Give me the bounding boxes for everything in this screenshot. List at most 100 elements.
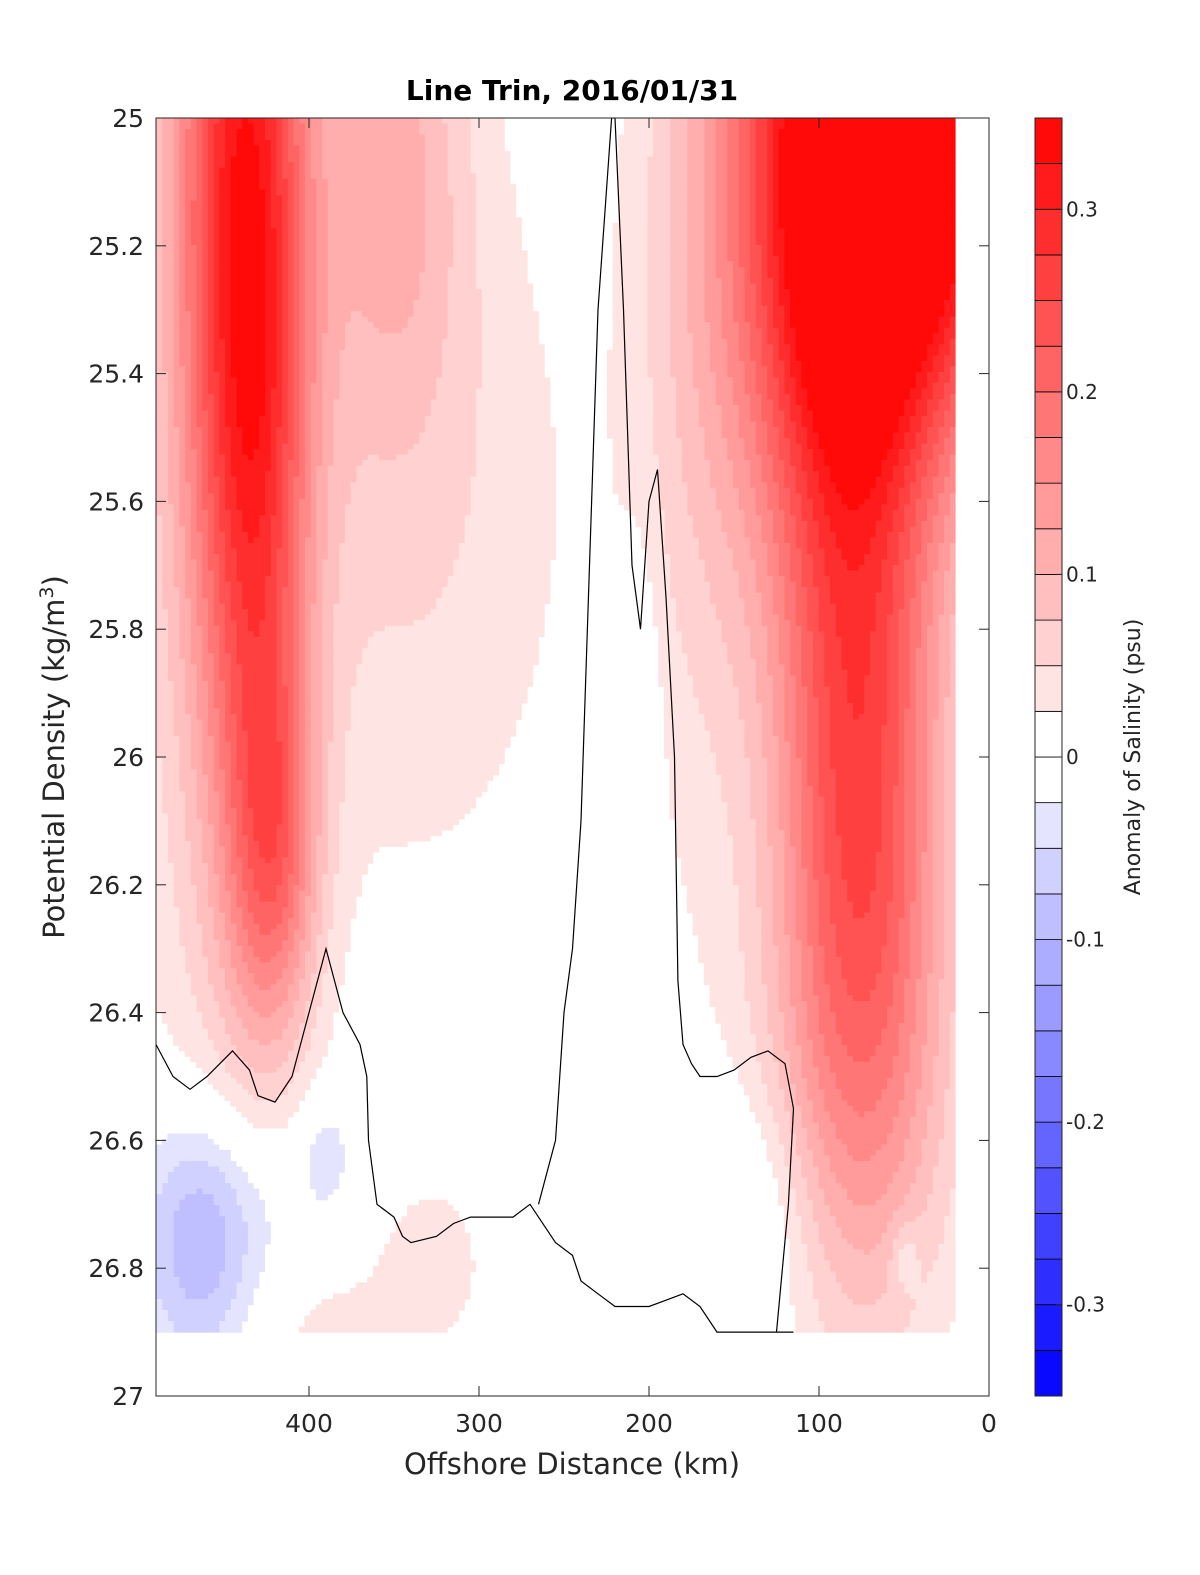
contour-cell bbox=[224, 416, 237, 423]
contour-cell bbox=[675, 614, 716, 621]
contour-cell bbox=[167, 813, 186, 820]
contour-cell bbox=[835, 769, 882, 776]
contour-cell bbox=[915, 438, 928, 445]
contour-cell bbox=[178, 327, 191, 334]
contour-cell bbox=[241, 791, 248, 798]
contour-cell bbox=[156, 520, 163, 527]
contour-cell bbox=[475, 460, 557, 467]
contour-cell bbox=[281, 244, 288, 252]
contour-cell bbox=[218, 813, 226, 820]
contour-cell bbox=[840, 647, 870, 654]
contour-cell bbox=[213, 449, 220, 456]
contour-cell bbox=[338, 592, 442, 599]
contour-cell bbox=[224, 620, 237, 627]
contour-cell bbox=[721, 785, 751, 792]
contour-cell bbox=[230, 542, 271, 550]
contour-cell bbox=[218, 393, 226, 401]
contour-cell bbox=[304, 167, 311, 174]
contour-cell bbox=[184, 393, 191, 401]
contour-cell bbox=[766, 228, 773, 235]
contour-cell bbox=[920, 581, 933, 588]
contour-cell bbox=[304, 691, 311, 699]
contour-cell bbox=[932, 515, 945, 522]
contour-cell bbox=[806, 620, 819, 627]
contour-cell bbox=[703, 244, 716, 252]
contour-cell bbox=[218, 206, 231, 213]
contour-cell bbox=[926, 515, 933, 522]
contour-cell bbox=[338, 559, 454, 566]
contour-cell bbox=[789, 404, 802, 412]
contour-cell bbox=[304, 620, 311, 627]
contour-cell bbox=[749, 267, 762, 274]
contour-cell bbox=[897, 669, 910, 676]
contour-cell bbox=[469, 487, 557, 494]
contour-cell bbox=[235, 752, 248, 759]
contour-cell bbox=[292, 636, 300, 643]
contour-cell bbox=[903, 515, 916, 522]
contour-cell bbox=[795, 487, 808, 494]
contour-cell bbox=[721, 631, 751, 638]
contour-cell bbox=[612, 255, 648, 263]
contour-cell bbox=[778, 625, 791, 632]
contour-cell bbox=[270, 393, 283, 401]
contour-cell bbox=[298, 609, 305, 616]
contour-cell bbox=[915, 460, 928, 467]
contour-cell bbox=[783, 322, 791, 329]
contour-cell bbox=[264, 267, 277, 274]
contour-cell bbox=[224, 802, 231, 809]
contour-cell bbox=[195, 680, 208, 688]
contour-cell bbox=[766, 393, 779, 401]
contour-cell bbox=[806, 432, 819, 439]
contour-cell bbox=[726, 129, 739, 136]
contour-cell bbox=[652, 118, 671, 125]
contour-cell bbox=[669, 316, 688, 323]
contour-cell bbox=[749, 631, 768, 638]
contour-cell bbox=[355, 664, 534, 671]
contour-cell bbox=[213, 294, 220, 301]
contour-cell bbox=[618, 145, 654, 152]
contour-cell bbox=[264, 498, 277, 505]
contour-cell bbox=[304, 173, 311, 180]
contour-cell bbox=[726, 802, 751, 809]
contour-cell bbox=[663, 526, 694, 533]
contour-cell bbox=[806, 691, 813, 699]
contour-cell bbox=[818, 785, 836, 792]
contour-cell bbox=[743, 598, 762, 605]
contour-cell bbox=[338, 570, 454, 577]
contour-cell bbox=[937, 669, 950, 676]
contour-cell bbox=[937, 404, 950, 412]
contour-cell bbox=[800, 443, 808, 450]
contour-cell bbox=[612, 476, 659, 483]
contour-cell bbox=[281, 807, 288, 814]
contour-cell bbox=[920, 625, 928, 632]
contour-cell bbox=[447, 151, 471, 158]
contour-cell bbox=[298, 829, 305, 837]
contour-cell bbox=[224, 360, 231, 367]
contour-cell bbox=[275, 647, 283, 654]
contour-cell bbox=[669, 195, 688, 202]
contour-cell bbox=[310, 438, 323, 445]
contour-cell bbox=[178, 509, 191, 516]
contour-cell bbox=[281, 344, 288, 351]
contour-cell bbox=[224, 129, 237, 136]
contour-cell bbox=[281, 747, 288, 754]
contour-cell bbox=[669, 592, 711, 599]
contour-cell bbox=[926, 399, 939, 406]
contour-cell bbox=[789, 631, 802, 638]
contour-cell bbox=[201, 471, 208, 478]
contour-cell bbox=[703, 123, 716, 130]
contour-cell bbox=[795, 476, 808, 483]
contour-cell bbox=[943, 576, 956, 583]
contour-cell bbox=[298, 427, 305, 434]
contour-cell bbox=[315, 250, 328, 257]
contour-cell bbox=[909, 454, 922, 461]
contour-cell bbox=[292, 658, 300, 665]
contour-cell bbox=[184, 476, 197, 483]
contour-cell bbox=[612, 233, 648, 241]
contour-cell bbox=[287, 239, 294, 246]
contour-cell bbox=[897, 498, 910, 505]
contour-cell bbox=[156, 642, 169, 649]
contour-cell bbox=[424, 189, 448, 196]
contour-cell bbox=[937, 427, 950, 434]
contour-cell bbox=[321, 614, 334, 621]
